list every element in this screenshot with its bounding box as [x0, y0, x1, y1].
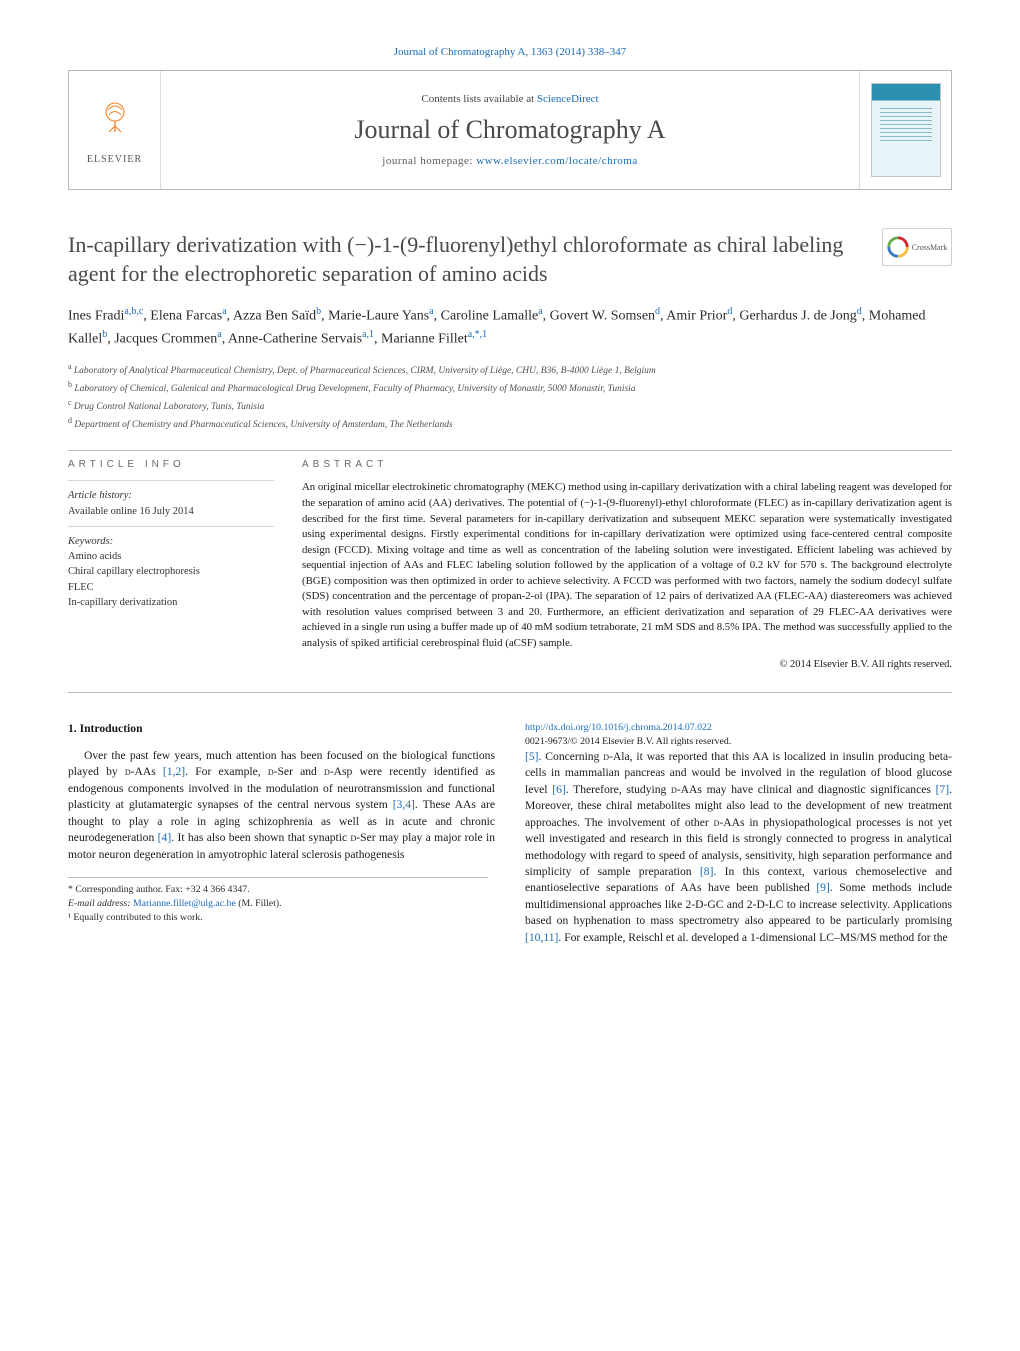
publisher-name: ELSEVIER	[87, 154, 142, 165]
article-info-heading: ARTICLE INFO	[68, 459, 274, 470]
intro-paragraph-1: Over the past few years, much attention …	[68, 748, 495, 863]
sciencedirect-link[interactable]: ScienceDirect	[537, 93, 599, 105]
doi-link[interactable]: http://dx.doi.org/10.1016/j.chroma.2014.…	[525, 722, 712, 733]
introduction-heading: 1. Introduction	[68, 721, 495, 737]
intro-paragraph-2: [5]. Concerning d-Ala, it was reported t…	[525, 749, 952, 946]
abstract-heading: ABSTRACT	[302, 459, 952, 470]
copyright-line: © 2014 Elsevier B.V. All rights reserved…	[302, 659, 952, 670]
contents-available: Contents lists available at ScienceDirec…	[421, 93, 598, 105]
section-rule	[68, 450, 952, 451]
article-body: 1. Introduction Over the past few years,…	[68, 721, 952, 946]
crossmark-icon	[887, 236, 909, 258]
corresponding-email-link[interactable]: Marianne.fillet@ulg.ac.be	[133, 898, 236, 909]
section-rule	[68, 692, 952, 693]
affiliation-list: a Laboratory of Analytical Pharmaceutica…	[68, 361, 952, 433]
top-citation: Journal of Chromatography A, 1363 (2014)…	[68, 42, 952, 60]
journal-homepage-link[interactable]: www.elsevier.com/locate/chroma	[476, 155, 638, 167]
journal-cover	[859, 71, 951, 189]
crossmark-badge[interactable]: CrossMark	[882, 228, 952, 266]
issn-copyright: 0021-9673/© 2014 Elsevier B.V. All right…	[525, 736, 731, 747]
article-title: In-capillary derivatization with (−)-1-(…	[68, 230, 952, 288]
email-line: E-mail address: Marianne.fillet@ulg.ac.b…	[68, 897, 488, 911]
journal-cover-thumb	[871, 83, 941, 177]
article-history-label: Article history:	[68, 488, 274, 503]
crossmark-label: CrossMark	[912, 243, 948, 252]
equal-contribution-note: ¹ Equally contributed to this work.	[68, 911, 488, 925]
footnotes: * Corresponding author. Fax: +32 4 366 4…	[68, 877, 488, 926]
article-history-value: Available online 16 July 2014	[68, 504, 274, 519]
keywords-list: Amino acidsChiral capillary electrophore…	[68, 549, 274, 610]
doi-block: http://dx.doi.org/10.1016/j.chroma.2014.…	[525, 721, 965, 748]
elsevier-tree-icon	[93, 96, 137, 148]
abstract-column: ABSTRACT An original micellar electrokin…	[302, 459, 952, 670]
journal-title: Journal of Chromatography A	[354, 115, 665, 145]
abstract-text: An original micellar electrokinetic chro…	[302, 480, 952, 651]
journal-header: ELSEVIER Contents lists available at Sci…	[68, 70, 952, 190]
journal-homepage: journal homepage: www.elsevier.com/locat…	[382, 155, 637, 167]
author-list: Ines Fradia,b,c, Elena Farcasa, Azza Ben…	[68, 304, 952, 351]
top-citation-link[interactable]: Journal of Chromatography A, 1363 (2014)…	[394, 46, 627, 58]
keywords-label: Keywords:	[68, 534, 274, 549]
publisher-logo: ELSEVIER	[69, 71, 161, 189]
article-info-column: ARTICLE INFO Article history: Available …	[68, 459, 274, 670]
journal-header-center: Contents lists available at ScienceDirec…	[161, 71, 859, 189]
corresponding-author-note: * Corresponding author. Fax: +32 4 366 4…	[68, 883, 488, 897]
